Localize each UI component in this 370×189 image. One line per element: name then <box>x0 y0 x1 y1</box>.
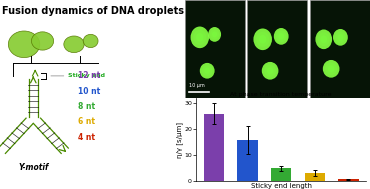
Bar <box>305 173 325 181</box>
Ellipse shape <box>315 29 332 49</box>
Ellipse shape <box>204 68 210 74</box>
Ellipse shape <box>64 36 84 53</box>
Text: 10 nt: 10 nt <box>78 87 100 96</box>
Ellipse shape <box>274 28 289 45</box>
Ellipse shape <box>323 60 339 78</box>
Ellipse shape <box>196 33 204 42</box>
Ellipse shape <box>259 35 266 43</box>
Ellipse shape <box>262 62 279 80</box>
Ellipse shape <box>318 33 330 46</box>
Bar <box>185 0 245 98</box>
Y-axis label: η/γ [s/μm]: η/γ [s/μm] <box>176 122 183 158</box>
Ellipse shape <box>320 36 327 43</box>
Bar <box>247 0 307 98</box>
X-axis label: Sticky end length: Sticky end length <box>251 183 312 189</box>
Ellipse shape <box>267 67 273 74</box>
Bar <box>204 114 224 181</box>
Ellipse shape <box>316 29 332 49</box>
Ellipse shape <box>333 29 348 46</box>
Ellipse shape <box>264 65 276 77</box>
Text: 8 nt: 8 nt <box>78 102 95 111</box>
Ellipse shape <box>274 28 289 45</box>
Text: 12 nt: 12 nt <box>78 71 100 80</box>
Bar <box>310 0 370 98</box>
Ellipse shape <box>31 32 54 50</box>
Bar <box>238 140 258 181</box>
Ellipse shape <box>337 34 343 41</box>
Bar <box>271 168 291 181</box>
Text: 4 nt: 4 nt <box>78 133 95 142</box>
Ellipse shape <box>323 60 340 78</box>
Ellipse shape <box>210 29 219 40</box>
Ellipse shape <box>335 32 346 43</box>
Text: 6 nt: 6 nt <box>78 117 95 126</box>
Ellipse shape <box>253 29 272 50</box>
Ellipse shape <box>208 27 221 42</box>
Ellipse shape <box>200 63 215 79</box>
Ellipse shape <box>8 31 40 58</box>
Text: Sticky end: Sticky end <box>68 73 105 78</box>
Ellipse shape <box>253 29 272 50</box>
Ellipse shape <box>276 31 286 42</box>
Ellipse shape <box>333 29 348 46</box>
Ellipse shape <box>83 34 98 48</box>
Ellipse shape <box>256 32 269 47</box>
Text: Fusion dynamics of DNA droplets: Fusion dynamics of DNA droplets <box>2 6 184 16</box>
Title: At phase transition temperature: At phase transition temperature <box>231 91 332 97</box>
Ellipse shape <box>194 30 206 45</box>
Ellipse shape <box>325 63 337 75</box>
Bar <box>339 179 359 181</box>
Ellipse shape <box>208 27 221 42</box>
Ellipse shape <box>200 63 215 79</box>
Text: Y-motif: Y-motif <box>18 163 48 172</box>
Ellipse shape <box>328 65 334 72</box>
Ellipse shape <box>278 33 284 40</box>
Ellipse shape <box>212 32 217 37</box>
Ellipse shape <box>262 62 278 80</box>
Ellipse shape <box>202 65 212 76</box>
Ellipse shape <box>191 26 209 48</box>
Text: 10 μm: 10 μm <box>189 84 205 88</box>
Ellipse shape <box>191 27 209 48</box>
